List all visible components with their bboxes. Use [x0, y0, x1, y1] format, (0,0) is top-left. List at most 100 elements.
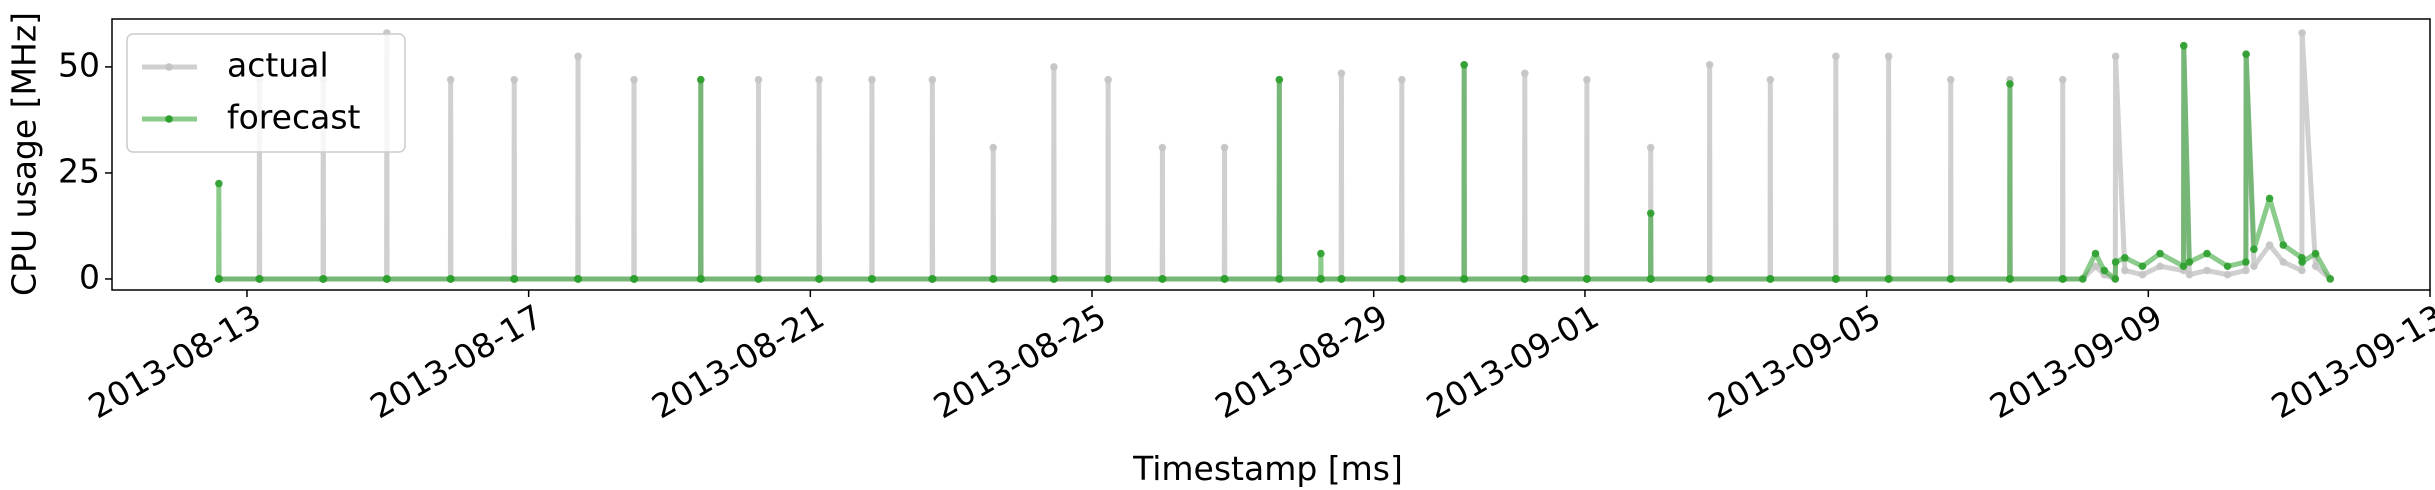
point [1521, 275, 1529, 283]
point [2121, 253, 2129, 262]
point [1050, 275, 1058, 283]
legend-box [126, 33, 406, 153]
point [2279, 241, 2288, 249]
point [2100, 266, 2109, 275]
point [2111, 52, 2120, 61]
point [2156, 262, 2164, 271]
legend-marker [165, 115, 173, 123]
point [2006, 275, 2014, 283]
point [868, 275, 876, 283]
point [1050, 63, 1058, 71]
point [2179, 41, 2188, 50]
point [697, 275, 705, 283]
point [215, 179, 223, 188]
x-tick-label: 2013-09-13 [2265, 297, 2435, 427]
point [696, 75, 705, 84]
point [815, 275, 824, 283]
x-tick-label: 2013-09-01 [1420, 297, 1606, 427]
point [1158, 143, 1167, 152]
point [1220, 143, 1229, 152]
point [2185, 270, 2194, 279]
point [2111, 258, 2120, 266]
point [215, 275, 223, 283]
point [815, 75, 823, 84]
plot-frame [111, 18, 2431, 291]
point [1947, 275, 1955, 283]
point [1158, 275, 1167, 283]
point [1583, 275, 1591, 283]
point [1646, 209, 1655, 218]
point [2250, 262, 2258, 271]
point [2138, 270, 2147, 279]
point [754, 75, 763, 84]
point [1220, 275, 1229, 283]
point [2203, 266, 2211, 275]
point [2203, 249, 2211, 258]
point [989, 275, 998, 283]
point [1398, 275, 1406, 283]
point [2311, 262, 2320, 271]
point [2185, 258, 2194, 266]
point [2006, 80, 2014, 88]
point [2091, 262, 2100, 271]
x-tick-label: 2013-09-09 [1983, 297, 2169, 427]
y-tick-label: 50 [58, 45, 100, 84]
x-tick-label: 2013-08-29 [1209, 297, 1395, 427]
point [1317, 249, 1325, 258]
point [447, 275, 455, 283]
point [510, 75, 519, 84]
point [383, 275, 391, 283]
point [2298, 29, 2306, 37]
point [1460, 275, 1469, 283]
point [1337, 275, 1346, 283]
point [1317, 275, 1325, 283]
point [2058, 75, 2067, 84]
legend-marker [165, 63, 173, 71]
point [1646, 143, 1655, 152]
point [2223, 270, 2232, 279]
point [868, 75, 876, 84]
point [2250, 245, 2258, 254]
point [2156, 249, 2164, 258]
point [1275, 275, 1284, 283]
point [2326, 275, 2335, 283]
point [1460, 61, 1468, 69]
point [1521, 69, 1529, 78]
point [1647, 275, 1655, 283]
point [928, 75, 937, 84]
point [1946, 75, 1955, 84]
point [2279, 258, 2288, 266]
series-line [216, 30, 2332, 282]
x-tick-label: 2013-08-21 [645, 297, 831, 427]
point [2311, 249, 2320, 258]
point [574, 52, 582, 61]
point [2298, 258, 2306, 266]
x-tick-label: 2013-09-05 [1701, 297, 1887, 427]
point [2223, 262, 2232, 271]
point [1337, 69, 1346, 78]
point [574, 275, 583, 283]
y-axis-label: CPU usage [MHz] [5, 12, 44, 296]
point [1766, 275, 1775, 283]
point [2121, 266, 2129, 275]
plot-area [214, 29, 2335, 283]
point [1705, 61, 1714, 69]
legend-label: actual [227, 46, 329, 85]
legend-label: forecast [227, 98, 361, 137]
point [1884, 52, 1893, 61]
x-tick-label: 2013-08-13 [82, 297, 268, 427]
point [510, 275, 519, 283]
point [2078, 275, 2087, 283]
point [1706, 275, 1714, 283]
y-tick-label: 0 [79, 257, 100, 296]
point [2138, 262, 2147, 271]
point [754, 275, 763, 283]
point [1832, 275, 1840, 283]
point [2242, 258, 2250, 266]
point [1104, 75, 1112, 84]
point [989, 143, 998, 152]
x-axis-label: Timestamp [ms] [1132, 449, 1403, 488]
point [2179, 262, 2188, 271]
point [1583, 75, 1591, 84]
